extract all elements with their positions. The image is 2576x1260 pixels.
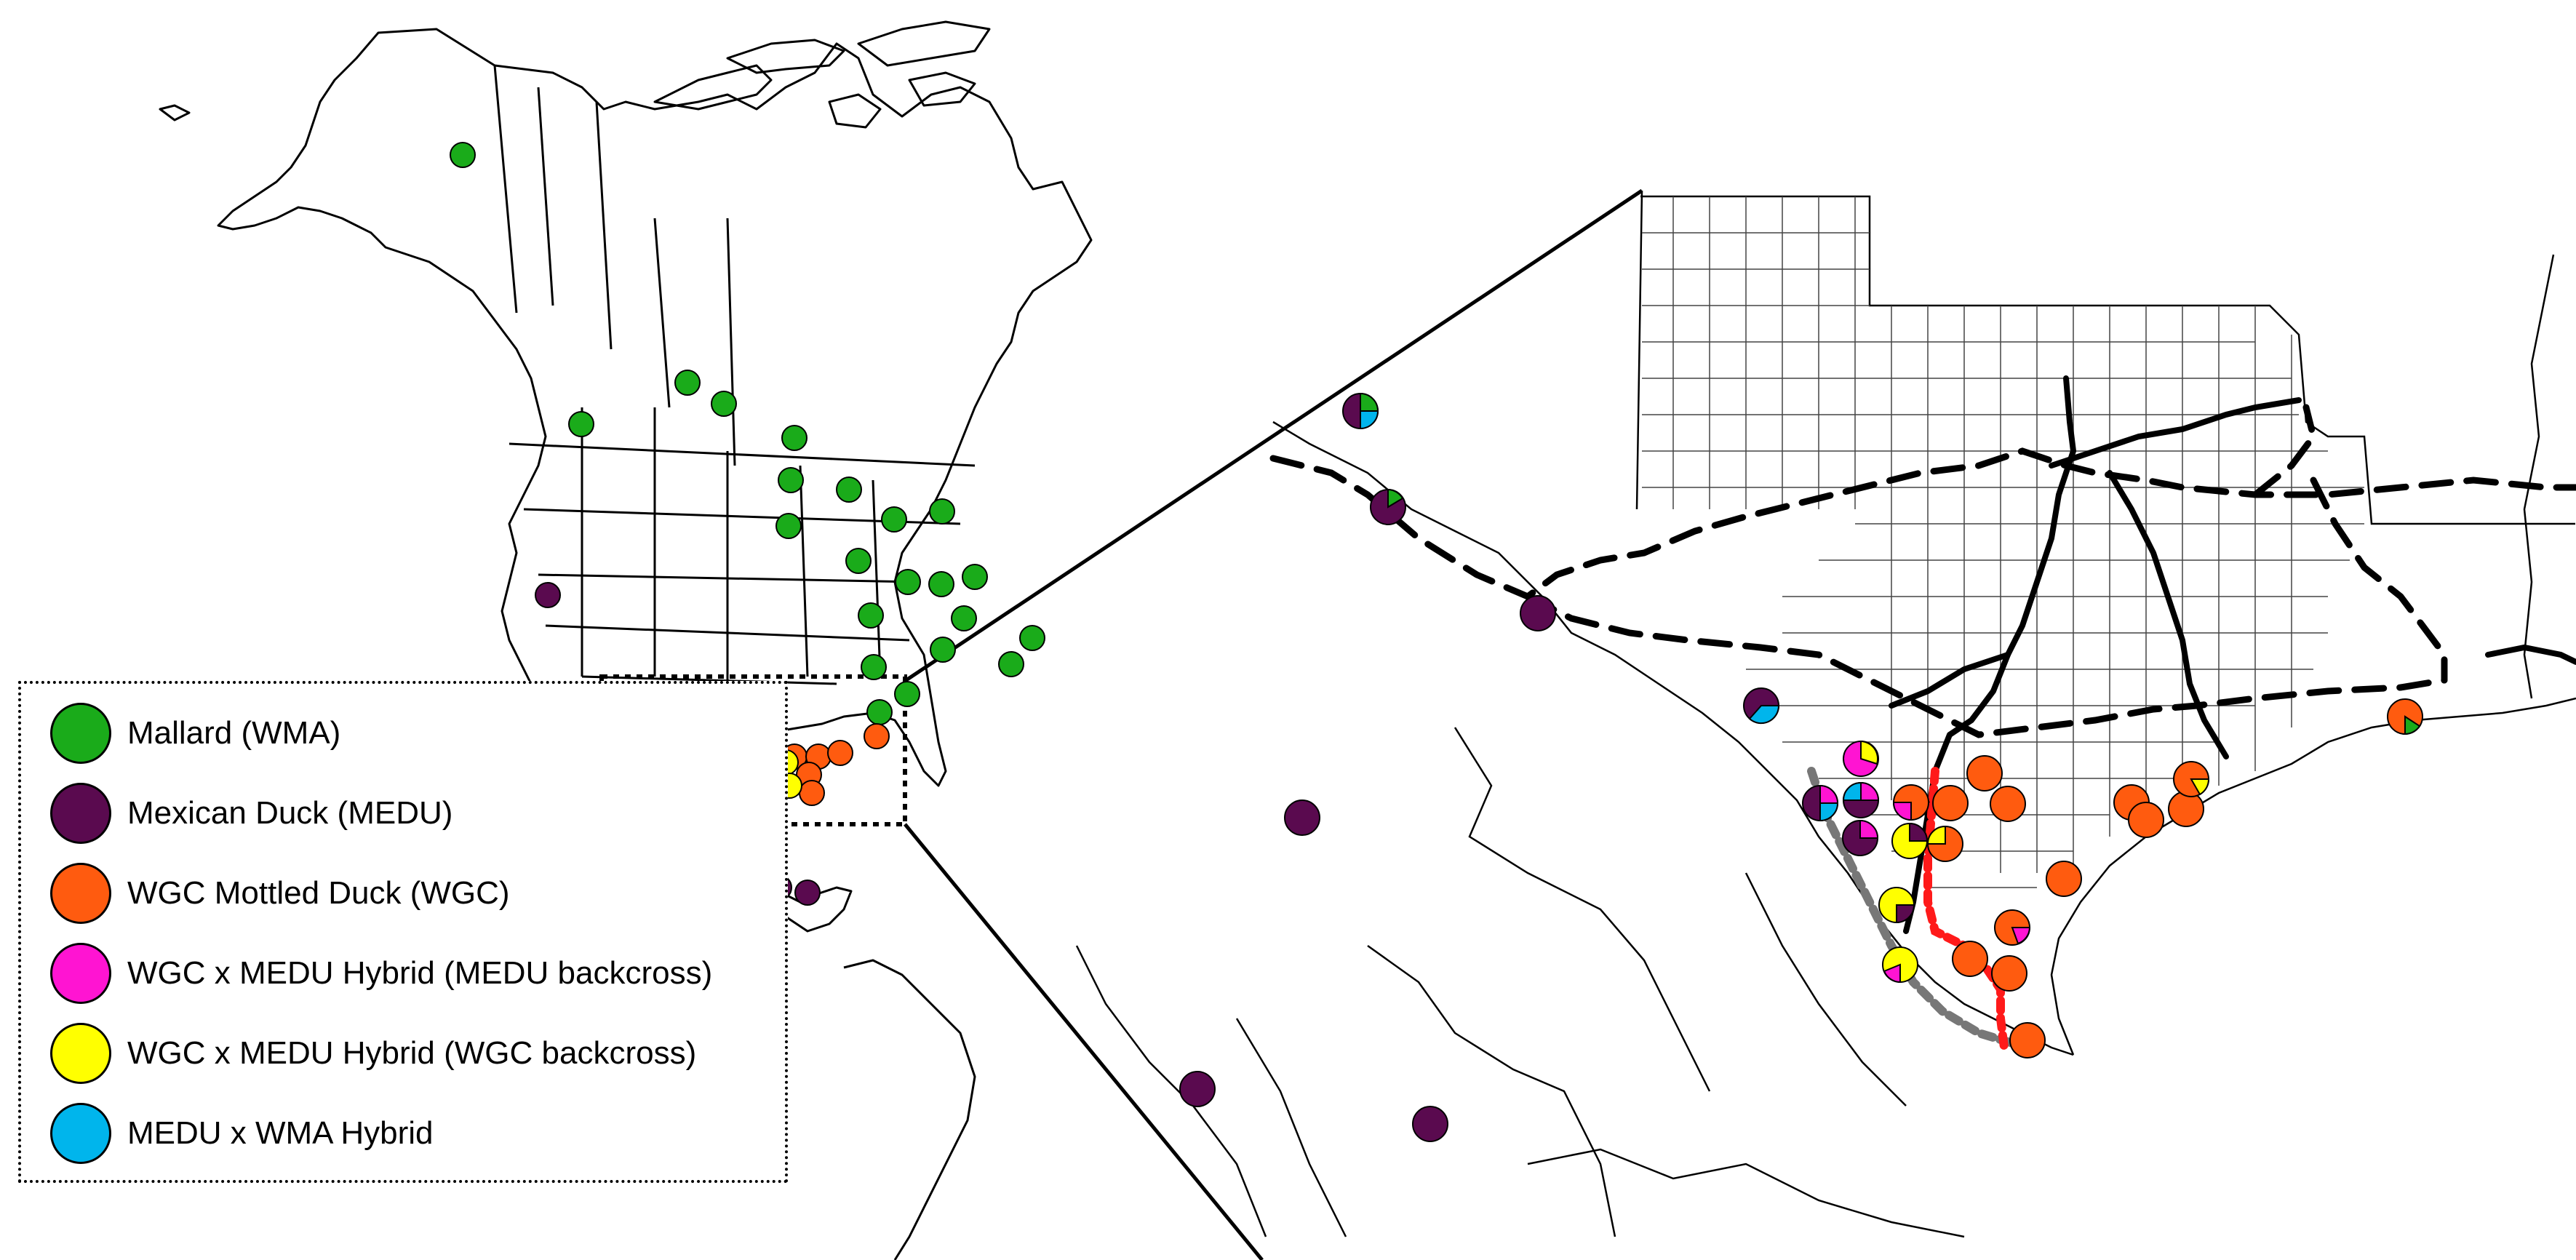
legend-label: WGC x MEDU Hybrid (WGC backcross) [127,1035,697,1071]
pie-point [1882,946,1918,984]
legend-label: WGC Mottled Duck (WGC) [127,875,510,911]
legend-item-medu-wma: MEDU x WMA Hybrid [50,1098,433,1168]
legend-item-medu-backcross: WGC x MEDU Hybrid (MEDU backcross) [50,938,712,1008]
pie-point [1878,887,1915,924]
pie-point [1802,784,1839,822]
legend-swatch-medu-backcross [50,943,111,1004]
legend-item-mottled-duck: WGC Mottled Duck (WGC) [50,858,510,928]
zoom-connector-lines [904,188,1643,1260]
pie-point [1342,392,1379,430]
legend-item-mexican-duck: Mexican Duck (MEDU) [50,778,452,848]
pie-point [1842,819,1879,856]
texas-inset-map [1075,190,2576,1238]
legend-swatch-mexican-duck [50,783,111,844]
legend-swatch-wgc-backcross [50,1023,111,1084]
pie-point [1842,781,1880,818]
pie-point [1743,687,1780,725]
legend-item-wgc-backcross: WGC x MEDU Hybrid (WGC backcross) [50,1018,696,1088]
pie-point [2387,698,2423,735]
legend-swatch-medu-wma [50,1103,111,1164]
legend: Mallard (WMA) Mexican Duck (MEDU) WGC Mo… [18,681,788,1183]
pie-point [1370,488,1406,525]
dashed-routes [1269,404,2576,738]
legend-label: MEDU x WMA Hybrid [127,1115,434,1151]
legend-label: Mallard (WMA) [127,715,341,751]
gray-dotted-boundary [1807,767,2019,1048]
inset-map-points [1179,392,2423,1142]
pie-point [1994,909,2031,946]
pie-point [2173,761,2210,797]
legend-swatch-mottled-duck [50,863,111,924]
pie-point [1843,740,1879,777]
legend-item-mallard: Mallard (WMA) [50,698,340,768]
pie-point [1892,784,1929,821]
pie-point [1926,825,1963,862]
legend-swatch-mallard [50,703,111,764]
legend-label: Mexican Duck (MEDU) [127,795,453,831]
legend-label: WGC x MEDU Hybrid (MEDU backcross) [127,955,713,991]
pie-point [1891,822,1929,859]
